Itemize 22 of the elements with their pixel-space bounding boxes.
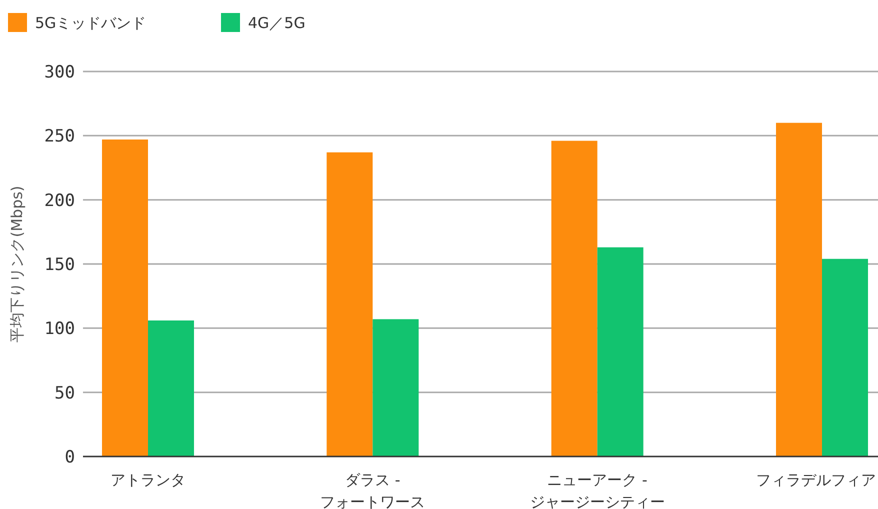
bar <box>551 140 598 456</box>
bar <box>148 320 194 456</box>
x-tick-label: アトランタ <box>110 471 186 489</box>
y-tick-label: 250 <box>44 126 75 147</box>
y-tick-label: 200 <box>44 190 75 211</box>
bar <box>102 140 148 456</box>
bar <box>597 247 644 456</box>
bar <box>822 258 868 456</box>
x-tick-label: ダラス - フォートワース <box>320 471 426 509</box>
x-tick-label: フィラデルフィア <box>756 471 876 489</box>
bar <box>372 319 419 456</box>
y-axis-title: 平均下りリンク(Mbps) <box>8 186 26 342</box>
y-tick-label: 100 <box>44 319 75 340</box>
y-tick-label: 50 <box>54 383 75 404</box>
x-tick-label: ニューアーク - ジャージーシティー <box>530 471 665 509</box>
bar <box>776 122 822 456</box>
legend-label: 4G／5G <box>248 14 306 32</box>
legend-label: 5Gミッドバンド <box>35 14 146 32</box>
y-tick-label: 300 <box>44 62 75 82</box>
y-tick-label: 0 <box>64 447 75 468</box>
bar <box>326 152 373 456</box>
y-tick-label: 150 <box>44 254 75 275</box>
